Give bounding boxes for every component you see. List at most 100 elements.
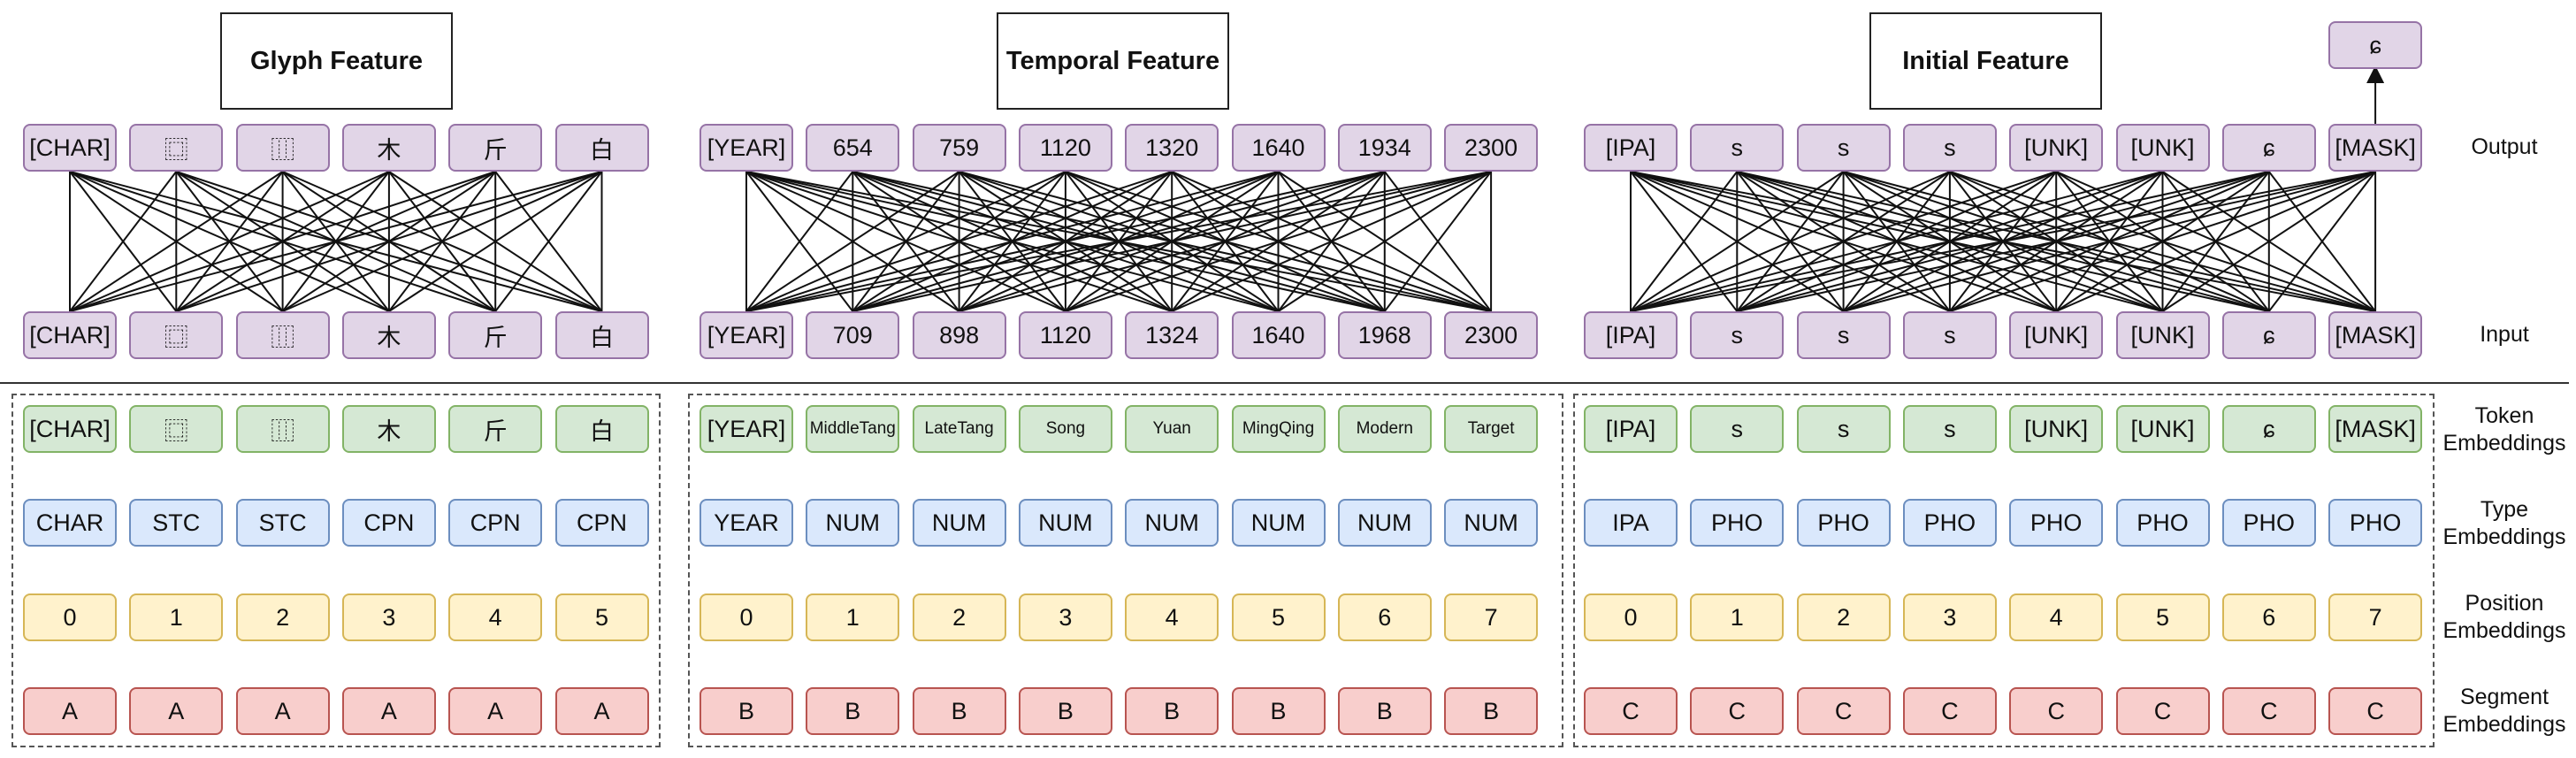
connection-line-temporal-0-6: [745, 171, 1386, 312]
connection-line-temporal-3-5: [1065, 171, 1280, 312]
token-box-initial-3: s: [1902, 405, 1997, 453]
connection-line-temporal-5-0: [745, 171, 1279, 312]
connection-line-initial-2-3: [1842, 171, 1951, 312]
connection-line-initial-2-1: [1736, 171, 1845, 312]
connection-line-temporal-3-1: [852, 171, 1066, 312]
position-box-temporal-3: 3: [1018, 593, 1112, 641]
connection-line-temporal-7-6: [1384, 171, 1492, 312]
connection-line-temporal-5-6: [1277, 171, 1386, 312]
position-box-temporal-7: 7: [1444, 593, 1539, 641]
connection-line-initial-2-7: [1843, 171, 2376, 312]
connection-line-temporal-5-7: [1277, 171, 1492, 312]
segment-box-temporal-1: B: [806, 687, 900, 735]
prediction-box: ɕ: [2328, 21, 2423, 69]
connection-line-temporal-6-4: [1171, 171, 1386, 312]
connection-line-temporal-4-2: [959, 171, 1173, 312]
connection-line-temporal-7-4: [1171, 171, 1492, 312]
output-box-glyph-5: 白: [554, 124, 649, 172]
connection-line-temporal-4-7: [1171, 171, 1492, 312]
type-box-initial-5: PHO: [2115, 499, 2210, 547]
output-box-glyph-1: ⿴: [129, 124, 224, 172]
type-box-temporal-1: NUM: [806, 499, 900, 547]
connection-line-initial-4-6: [2055, 171, 2270, 312]
type-box-glyph-0: CHAR: [23, 499, 117, 547]
connection-line-temporal-7-1: [852, 171, 1492, 312]
token-box-temporal-1: MiddleTang: [806, 405, 900, 453]
connection-line-initial-1-6: [1737, 171, 2270, 312]
connection-line-initial-7-1: [1737, 171, 2376, 312]
segment-box-glyph-1: A: [129, 687, 224, 735]
output-box-initial-1: s: [1690, 124, 1785, 172]
output-box-initial-4: [UNK]: [2009, 124, 2104, 172]
connection-line-glyph-5-3: [388, 171, 603, 312]
segment-box-initial-3: C: [1902, 687, 1997, 735]
connection-line-temporal-4-6: [1171, 171, 1386, 312]
output-box-initial-5: [UNK]: [2115, 124, 2210, 172]
connection-line-glyph-0-5: [69, 171, 602, 312]
connection-line-temporal-3-0: [745, 171, 1066, 312]
input-box-initial-0: [IPA]: [1584, 311, 1678, 359]
input-box-temporal-4: 1324: [1125, 311, 1219, 359]
connection-line-initial-3-6: [1949, 171, 2270, 312]
row-label-input: Input: [2480, 322, 2529, 347]
input-box-temporal-7: 2300: [1444, 311, 1539, 359]
connection-line-glyph-3-1: [175, 171, 390, 312]
segment-box-initial-0: C: [1584, 687, 1678, 735]
output-box-initial-0: [IPA]: [1584, 124, 1678, 172]
output-box-temporal-3: 1120: [1018, 124, 1112, 172]
connection-line-glyph-4-3: [388, 171, 496, 312]
position-box-temporal-6: 6: [1337, 593, 1432, 641]
type-box-initial-4: PHO: [2009, 499, 2104, 547]
segment-box-temporal-7: B: [1444, 687, 1539, 735]
type-box-temporal-4: NUM: [1125, 499, 1219, 547]
connection-line-temporal-4-1: [852, 171, 1173, 312]
token-box-glyph-4: 斤: [448, 405, 543, 453]
token-box-temporal-7: Target: [1444, 405, 1539, 453]
type-box-initial-0: IPA: [1584, 499, 1678, 547]
embedding-panel-initial: [1573, 394, 2435, 747]
position-box-temporal-4: 4: [1125, 593, 1219, 641]
output-box-glyph-4: 斤: [448, 124, 543, 172]
input-box-temporal-3: 1120: [1018, 311, 1112, 359]
connection-line-glyph-1-2: [175, 171, 284, 312]
position-box-initial-2: 2: [1796, 593, 1891, 641]
connection-line-initial-7-0: [1630, 171, 2376, 312]
connection-line-temporal-0-2: [745, 171, 960, 312]
input-box-temporal-0: [YEAR]: [699, 311, 793, 359]
output-box-initial-3: s: [1902, 124, 1997, 172]
connection-line-glyph-1-3: [175, 171, 390, 312]
connection-line-initial-7-6: [2268, 171, 2376, 312]
input-box-initial-6: ɕ: [2221, 311, 2316, 359]
segment-box-glyph-3: A: [341, 687, 436, 735]
input-box-initial-4: [UNK]: [2009, 311, 2104, 359]
type-box-temporal-5: NUM: [1231, 499, 1326, 547]
input-box-glyph-2: ⿲: [235, 311, 330, 359]
token-box-initial-6: ɕ: [2221, 405, 2316, 453]
token-box-glyph-2: ⿲: [235, 405, 330, 453]
connection-line-temporal-1-7: [852, 171, 1492, 312]
segment-box-temporal-5: B: [1231, 687, 1326, 735]
connection-line-initial-7-3: [1949, 171, 2376, 312]
type-box-temporal-3: NUM: [1018, 499, 1112, 547]
connection-line-glyph-5-0: [69, 171, 602, 312]
connection-line-initial-6-2: [1843, 171, 2270, 312]
connection-line-initial-4-1: [1736, 171, 2057, 312]
connection-line-temporal-3-6: [1065, 171, 1386, 312]
output-box-initial-2: s: [1796, 124, 1891, 172]
input-box-initial-5: [UNK]: [2115, 311, 2210, 359]
token-box-temporal-3: Song: [1018, 405, 1112, 453]
segment-box-initial-5: C: [2115, 687, 2210, 735]
connection-line-temporal-5-2: [959, 171, 1279, 312]
position-box-initial-4: 4: [2009, 593, 2104, 641]
connection-line-temporal-2-7: [959, 171, 1492, 312]
type-box-temporal-0: YEAR: [699, 499, 793, 547]
connection-line-initial-6-0: [1630, 171, 2270, 312]
output-box-temporal-7: 2300: [1444, 124, 1539, 172]
input-box-initial-3: s: [1902, 311, 1997, 359]
connection-line-glyph-3-4: [388, 171, 496, 312]
connection-line-initial-6-7: [2268, 171, 2376, 312]
connection-line-temporal-1-2: [852, 171, 960, 312]
connection-line-temporal-5-1: [852, 171, 1279, 312]
connection-line-temporal-6-5: [1277, 171, 1386, 312]
type-box-initial-6: PHO: [2221, 499, 2316, 547]
